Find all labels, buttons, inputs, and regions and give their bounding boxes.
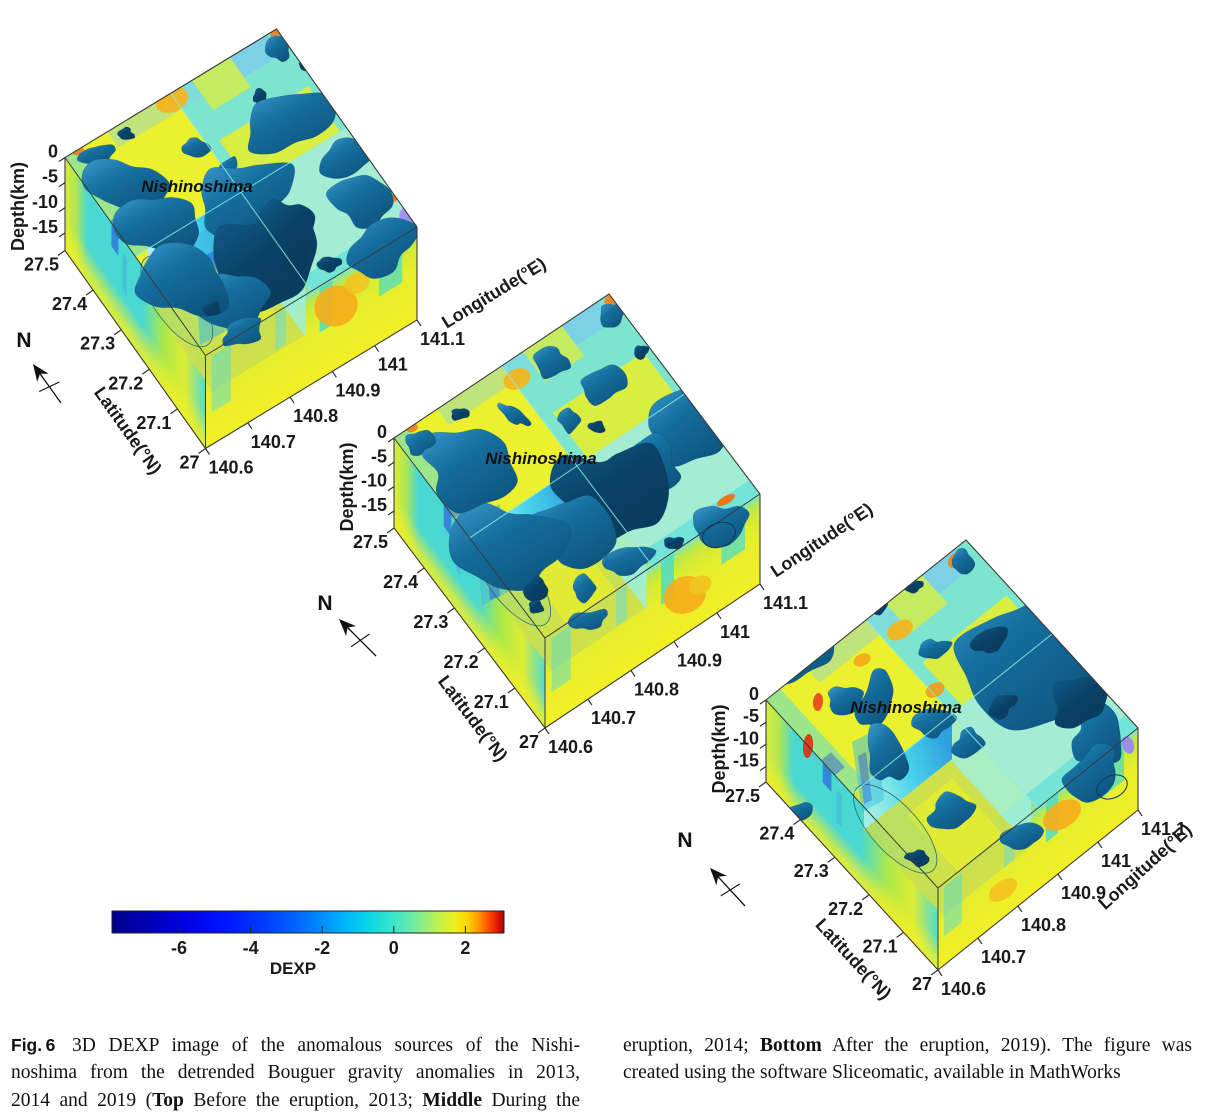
svg-text:140.6: 140.6 (941, 979, 986, 999)
svg-text:27.5: 27.5 (725, 786, 760, 806)
svg-text:140.7: 140.7 (981, 947, 1026, 967)
svg-text:140.9: 140.9 (677, 651, 722, 671)
svg-text:27.5: 27.5 (353, 532, 388, 552)
svg-text:140.8: 140.8 (1021, 915, 1066, 935)
svg-text:0: 0 (749, 684, 759, 704)
svg-text:-15: -15 (361, 495, 387, 515)
svg-text:N: N (317, 592, 332, 615)
svg-text:27.1: 27.1 (474, 692, 509, 712)
svg-text:27.2: 27.2 (828, 899, 863, 919)
svg-text:27.3: 27.3 (80, 334, 115, 354)
svg-text:Nishinoshima: Nishinoshima (141, 177, 252, 196)
svg-text:-4: -4 (243, 938, 259, 958)
svg-text:140.7: 140.7 (591, 708, 636, 728)
svg-text:-2: -2 (314, 938, 330, 958)
svg-text:140.8: 140.8 (293, 406, 338, 426)
svg-text:27.1: 27.1 (136, 413, 171, 433)
svg-text:141.1: 141.1 (420, 329, 465, 349)
svg-text:DEXP: DEXP (270, 959, 316, 978)
svg-text:Depth(km): Depth(km) (337, 442, 357, 531)
svg-text:Latitude(°N): Latitude(°N) (812, 915, 896, 1004)
svg-text:0: 0 (377, 422, 387, 442)
svg-text:Depth(km): Depth(km) (709, 704, 729, 793)
svg-text:27.3: 27.3 (794, 861, 829, 881)
svg-text:141: 141 (1101, 851, 1131, 871)
svg-text:27.2: 27.2 (444, 652, 479, 672)
svg-text:141: 141 (378, 355, 408, 375)
svg-text:-10: -10 (32, 192, 58, 212)
svg-text:27: 27 (912, 974, 932, 994)
svg-text:141.1: 141.1 (1141, 819, 1186, 839)
svg-text:N: N (16, 329, 31, 352)
svg-text:Latitude(°N): Latitude(°N) (434, 672, 511, 766)
svg-text:2: 2 (460, 938, 470, 958)
svg-text:27.4: 27.4 (759, 824, 794, 844)
svg-text:140.6: 140.6 (548, 737, 593, 757)
svg-text:0: 0 (48, 142, 58, 162)
svg-text:141: 141 (720, 622, 750, 642)
svg-text:27.2: 27.2 (108, 373, 143, 393)
svg-text:27.4: 27.4 (52, 294, 87, 314)
svg-text:27: 27 (519, 732, 539, 752)
svg-text:-6: -6 (171, 938, 187, 958)
svg-text:27.3: 27.3 (413, 612, 448, 632)
svg-text:Longitude(°E): Longitude(°E) (438, 253, 549, 332)
svg-text:140.9: 140.9 (335, 380, 380, 400)
svg-text:N: N (677, 829, 692, 852)
svg-text:Nishinoshima: Nishinoshima (850, 698, 961, 717)
svg-text:27.4: 27.4 (383, 572, 418, 592)
svg-text:-5: -5 (42, 167, 58, 187)
svg-text:-5: -5 (743, 706, 759, 726)
svg-text:-10: -10 (733, 728, 759, 748)
svg-text:0: 0 (389, 938, 399, 958)
svg-text:Depth(km): Depth(km) (8, 162, 28, 251)
svg-text:140.9: 140.9 (1061, 883, 1106, 903)
svg-text:-15: -15 (32, 217, 58, 237)
svg-text:Longitude(°E): Longitude(°E) (767, 499, 876, 581)
svg-text:140.7: 140.7 (251, 432, 296, 452)
svg-text:27.5: 27.5 (24, 255, 59, 275)
svg-text:140.8: 140.8 (634, 679, 679, 699)
svg-text:-5: -5 (371, 446, 387, 466)
svg-text:-15: -15 (733, 751, 759, 771)
svg-text:27.1: 27.1 (863, 936, 898, 956)
svg-text:140.6: 140.6 (209, 458, 254, 478)
svg-text:Nishinoshima: Nishinoshima (485, 449, 596, 468)
svg-text:-10: -10 (361, 471, 387, 491)
svg-text:141.1: 141.1 (763, 593, 808, 613)
svg-text:27: 27 (179, 453, 199, 473)
